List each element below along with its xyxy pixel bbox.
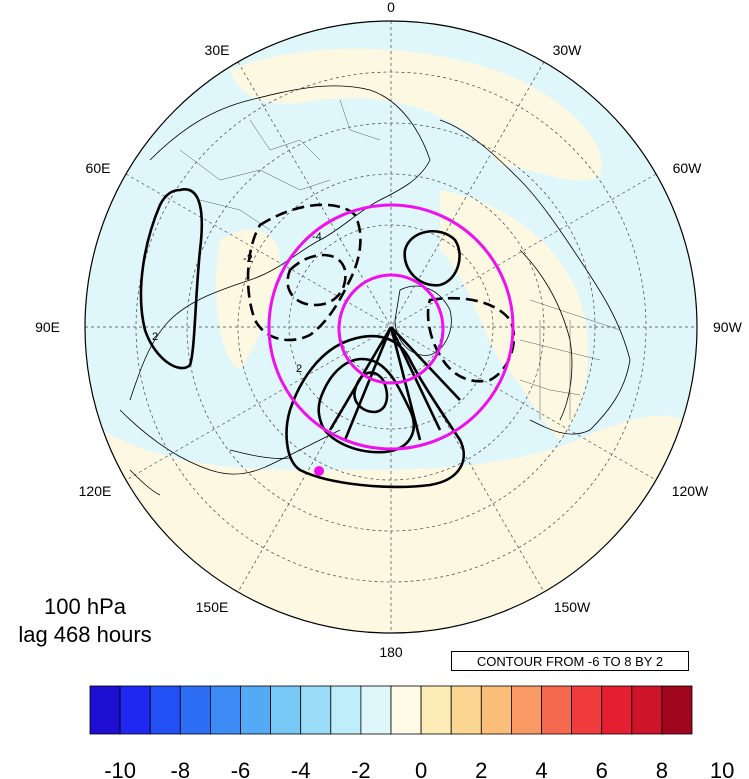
colorbar-tick-label: 8 [656, 758, 668, 779]
colorbar-swatch [300, 685, 332, 735]
colorbar-tick-label: 4 [535, 758, 547, 779]
colorbar [89, 685, 693, 735]
positive-anomaly-region-east [440, 190, 589, 440]
colorbar-swatch [360, 685, 392, 735]
level-label: 100 hPa [44, 594, 126, 619]
positive-anomaly-region-south [85, 415, 697, 633]
colorbar-swatch [89, 685, 121, 735]
colorbar-swatch [420, 685, 452, 735]
borders [179, 99, 621, 420]
colorbar-tick-label: -8 [171, 758, 191, 779]
colorbar-swatch [270, 685, 302, 735]
contour-labels: 2 -2 -4 2 [152, 231, 322, 375]
lon-label-left: 90E [35, 319, 60, 335]
contour-positive-south-mid [317, 357, 416, 454]
colorbar-swatch [541, 685, 573, 735]
marker-dot [314, 466, 324, 476]
colorbar-swatch [661, 685, 693, 735]
globe-outline [84, 20, 698, 634]
graticule [85, 21, 697, 633]
colorbar-swatch [601, 685, 633, 735]
contour-positive-northeast [403, 230, 461, 287]
shaded-field [85, 21, 697, 633]
lon-label-bottom-left: 150E [196, 599, 229, 615]
positive-anomaly-region-west [216, 229, 280, 370]
lon-label-top: 0 [387, 0, 395, 15]
contour-positive-south-outer [285, 334, 466, 489]
contour-info-box: CONTOUR FROM -6 TO 8 BY 2 [451, 651, 689, 671]
contour-negative-outer [246, 203, 362, 342]
contour-label: 2 [152, 331, 158, 343]
contour-lines [139, 188, 516, 489]
colorbar-swatch [179, 685, 211, 735]
colorbar-swatch [510, 685, 542, 735]
lon-label-upper-left: 60E [86, 160, 111, 176]
colorbar-swatch [149, 685, 181, 735]
lon-label-right: 90W [713, 319, 743, 335]
colorbar-tick-label: 10 [710, 758, 734, 779]
contour-positive-west [139, 188, 204, 370]
colorbar-tick-label: -4 [291, 758, 311, 779]
colorbar-tick-label: -10 [104, 758, 136, 779]
lon-label-bottom-right: 150W [554, 599, 591, 615]
positive-anomaly-region-north [230, 48, 602, 181]
colorbar-tick-label: 2 [475, 758, 487, 779]
colorbar-tick-label: -2 [351, 758, 371, 779]
colorbar-swatch [240, 685, 272, 735]
lon-label-lower-left: 120E [79, 483, 112, 499]
colorbar-swatch [571, 685, 603, 735]
lag-label: lag 468 hours [18, 622, 152, 647]
reference-circle-outer [267, 203, 515, 451]
contour-radial-lines [328, 326, 461, 441]
reference-circles [267, 203, 515, 451]
reference-circle-inner [337, 273, 445, 385]
contour-label: -2 [243, 253, 253, 265]
coastlines [119, 85, 631, 496]
contour-negative-east [426, 296, 516, 383]
colorbar-labels: -10 -8 -6 -4 -2 0 2 4 6 8 10 [104, 758, 734, 779]
colorbar-swatch [119, 685, 151, 735]
colorbar-tick-label: 0 [415, 758, 427, 779]
lon-label-lower-right: 120W [672, 483, 709, 499]
colorbar-swatch [390, 685, 422, 735]
lon-label-top-right: 30W [553, 42, 583, 58]
colorbar-swatch [450, 685, 482, 735]
colorbar-swatch [480, 685, 512, 735]
colorbar-tick-label: -6 [231, 758, 251, 779]
contour-label: 2 [296, 363, 302, 375]
colorbar-swatch [330, 685, 362, 735]
colorbar-swatch [209, 685, 241, 735]
colorbar-swatch [631, 685, 663, 735]
lon-label-top-left: 30E [205, 42, 230, 58]
lon-label-bottom: 180 [379, 644, 403, 660]
longitude-labels: 0 30E 30W 60E 60W 90E 90W 120E 120W 150E… [35, 0, 742, 660]
contour-label: -4 [312, 231, 322, 243]
colorbar-tick-label: 6 [596, 758, 608, 779]
lon-label-upper-right: 60W [673, 160, 703, 176]
